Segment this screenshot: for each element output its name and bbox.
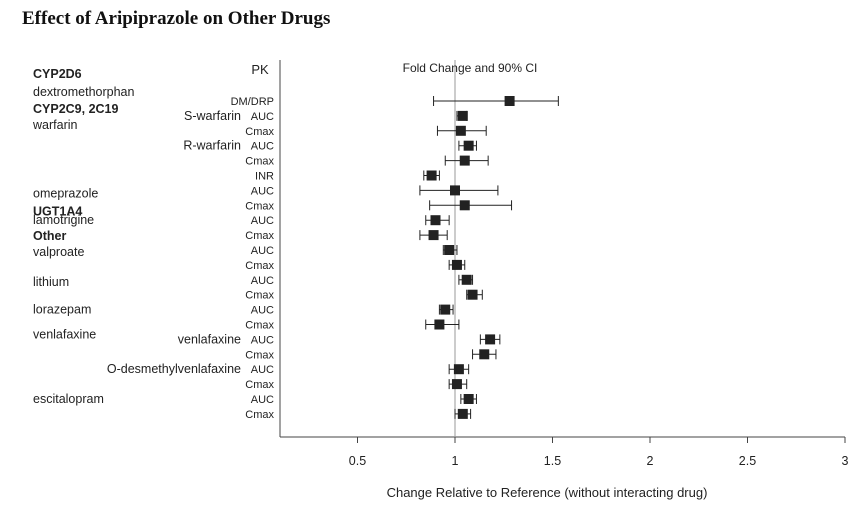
pk-label: Cmax: [245, 230, 274, 242]
x-tick-label: 2.5: [739, 454, 756, 468]
pk-label: Cmax: [245, 379, 274, 391]
pk-label: Cmax: [245, 200, 274, 212]
point-estimate: [463, 140, 474, 151]
x-tick-label: 1.5: [544, 454, 561, 468]
point-estimate: [457, 408, 468, 419]
pk-column-header: PK: [251, 62, 269, 77]
drug-label: valproate: [33, 245, 84, 259]
pk-label: Cmax: [245, 320, 274, 332]
ci-column-header: Fold Change and 90% CI: [403, 61, 538, 75]
pk-label: AUC: [251, 394, 274, 406]
point-estimate: [430, 215, 441, 226]
x-tick-label: 2: [647, 454, 654, 468]
pk-label: Cmax: [245, 260, 274, 272]
group-heading: CYP2D6: [33, 67, 82, 81]
x-tick-label: 3: [842, 454, 849, 468]
pk-label: Cmax: [245, 349, 274, 361]
x-tick-label: 0.5: [349, 454, 366, 468]
drug-label: dextromethorphan: [33, 85, 135, 99]
point-estimate: [459, 155, 470, 166]
analyte-label: O-desmethylvenlafaxine: [107, 362, 241, 376]
analyte-label: venlafaxine: [178, 332, 241, 346]
pk-label: AUC: [251, 215, 274, 227]
point-estimate: [455, 125, 466, 136]
point-estimate: [457, 110, 468, 121]
pk-label: DM/DRP: [231, 96, 274, 108]
pk-label: AUC: [251, 334, 274, 346]
pk-label: INR: [255, 171, 274, 183]
point-estimate: [450, 185, 460, 196]
drug-label: lorazepam: [33, 303, 91, 317]
analyte-label: R-warfarin: [183, 139, 241, 153]
pk-label: AUC: [251, 364, 274, 376]
point-estimate: [440, 304, 451, 315]
point-estimate: [461, 274, 472, 285]
drug-label: venlafaxine: [33, 327, 96, 341]
drug-label: omeprazole: [33, 186, 98, 200]
drug-label: lamotrigine: [33, 213, 94, 227]
x-axis-label: Change Relative to Reference (without in…: [387, 485, 708, 500]
point-estimate: [444, 245, 455, 255]
pk-label: AUC: [251, 305, 274, 317]
pk-label: AUC: [251, 185, 274, 197]
point-estimate: [451, 259, 462, 270]
point-estimate: [479, 349, 490, 360]
group-heading: Other: [33, 229, 66, 243]
pk-label: AUC: [251, 275, 274, 287]
pk-label: Cmax: [245, 156, 274, 168]
point-estimate: [426, 170, 437, 181]
point-estimate: [485, 334, 496, 345]
drug-label: escitalopram: [33, 392, 104, 406]
pk-label: Cmax: [245, 290, 274, 302]
point-estimate: [504, 96, 515, 106]
drug-labels: CYP2D6 dextromethorphan CYP2C9, 2C19 warfar…: [32, 67, 135, 406]
x-axis: 0.5 1 1.5 2 2.5 3: [349, 437, 849, 468]
pk-label: AUC: [251, 111, 274, 123]
forest-rows: DM/DRP AUC Cmax AUC Cmax INR AUC Cmax AUC Cmax AUC…: [231, 96, 559, 421]
pk-label: AUC: [251, 141, 274, 153]
pk-label: AUC: [251, 245, 274, 257]
plot-frame: [279, 60, 845, 438]
point-estimate: [451, 379, 462, 390]
pk-label: Cmax: [245, 409, 274, 421]
analyte-labels: S-warfarin R-warfarin venlafaxine O-desmeth…: [107, 109, 241, 376]
drug-label: lithium: [33, 275, 69, 289]
page-title: Effect of Aripiprazole on Other Drugs: [22, 8, 331, 29]
point-estimate: [463, 394, 474, 404]
group-heading: UGT1A4: [33, 204, 82, 218]
drug-label: warfarin: [32, 118, 78, 132]
point-estimate: [467, 289, 478, 300]
point-estimate: [434, 319, 445, 330]
point-estimate: [459, 200, 470, 211]
x-tick-label: 1: [452, 454, 459, 468]
analyte-label: S-warfarin: [184, 109, 241, 123]
point-estimate: [453, 364, 464, 375]
pk-label: Cmax: [245, 126, 274, 138]
point-estimate: [428, 230, 439, 241]
group-heading: CYP2C9, 2C19: [33, 102, 119, 116]
